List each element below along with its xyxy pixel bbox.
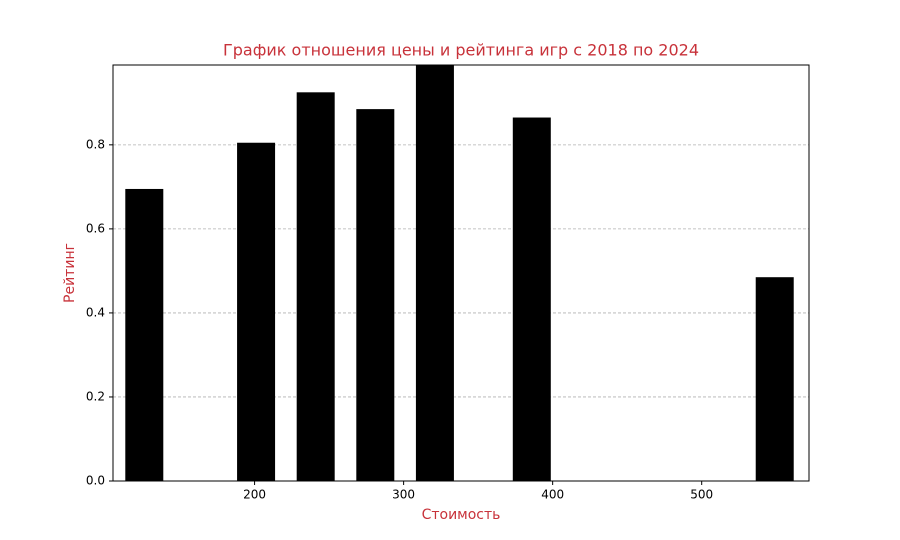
x-tick-label: 400 [541,488,564,502]
y-tick-label: 0.2 [86,389,105,403]
x-tick-label: 300 [392,488,415,502]
y-tick-label: 0.8 [86,137,105,151]
y-tick-label: 0.0 [86,474,105,488]
y-tick-label: 0.6 [86,221,105,235]
bar [237,142,276,482]
x-tick-label: 500 [690,488,713,502]
y-tick-label: 0.4 [86,305,105,319]
bar [755,277,794,481]
bar [125,188,164,481]
x-tick-label: 200 [243,488,266,502]
plot-frame [112,64,810,482]
bar [356,109,395,481]
bar [296,92,335,481]
x-axis-label: Стоимость [422,507,501,523]
bar [415,65,454,481]
bar [512,117,551,481]
chart-title: График отношения цены и рейтинга игр с 2… [223,41,699,60]
y-axis-label: Рейтинг [62,243,78,303]
